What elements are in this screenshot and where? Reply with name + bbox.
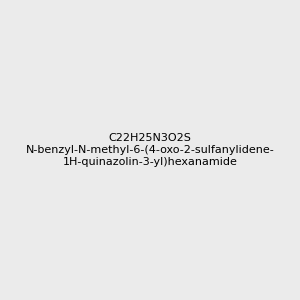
Text: C22H25N3O2S
N-benzyl-N-methyl-6-(4-oxo-2-sulfanylidene-
1H-quinazolin-3-yl)hexan: C22H25N3O2S N-benzyl-N-methyl-6-(4-oxo-2… [26, 134, 275, 166]
